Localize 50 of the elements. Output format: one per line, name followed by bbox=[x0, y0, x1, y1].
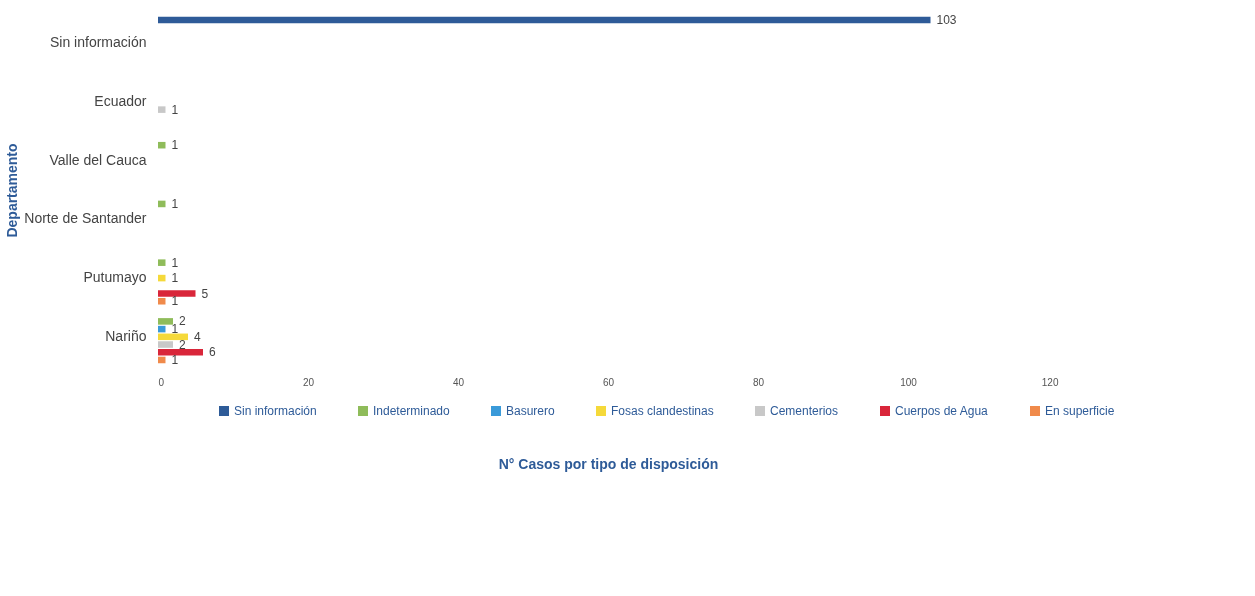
bar bbox=[158, 318, 173, 325]
bar bbox=[158, 333, 188, 341]
data-label: 1 bbox=[171, 271, 179, 286]
bar bbox=[158, 200, 166, 208]
bar bbox=[158, 325, 166, 333]
x-tick-label: 80 bbox=[752, 376, 765, 388]
data-label: 1 bbox=[171, 255, 179, 270]
legend-label: Fosas clandestinas bbox=[611, 404, 714, 418]
x-tick-label: 60 bbox=[602, 376, 615, 388]
x-axis-title: N° Casos por tipo de disposición bbox=[498, 455, 719, 472]
y-tick-label: Putumayo bbox=[83, 269, 147, 286]
legend-label: Cementerios bbox=[770, 404, 839, 418]
data-label: 1 bbox=[171, 138, 179, 153]
y-tick-label: Norte de Santander bbox=[24, 210, 147, 227]
data-label: 1 bbox=[171, 322, 179, 337]
data-label: 2 bbox=[179, 314, 186, 329]
bar bbox=[158, 348, 203, 356]
bar bbox=[158, 141, 166, 149]
x-tick-label: 40 bbox=[452, 376, 465, 388]
x-tick-label: 120 bbox=[1041, 376, 1059, 388]
data-label: 1 bbox=[171, 294, 179, 309]
bar bbox=[158, 356, 166, 364]
x-tick-label: 0 bbox=[158, 376, 165, 388]
data-label: 1 bbox=[171, 352, 179, 367]
y-tick-label: Sin información bbox=[50, 34, 147, 51]
y-axis-title: Departamento bbox=[4, 143, 21, 238]
data-label: 103 bbox=[936, 13, 957, 28]
y-tick-label: Nariño bbox=[105, 327, 147, 344]
data-label: 4 bbox=[194, 329, 201, 344]
legend-label: Basurero bbox=[506, 404, 556, 418]
bar bbox=[158, 297, 166, 305]
data-label: 5 bbox=[201, 286, 209, 301]
bar bbox=[158, 274, 166, 282]
data-label: 1 bbox=[171, 196, 179, 211]
bar bbox=[158, 290, 196, 297]
data-label: 2 bbox=[179, 337, 186, 352]
y-tick-label: Ecuador bbox=[94, 92, 147, 109]
data-label: 6 bbox=[209, 345, 216, 360]
data-label: 1 bbox=[171, 102, 179, 117]
x-tick-label: 20 bbox=[302, 376, 315, 388]
bar bbox=[158, 259, 166, 266]
x-tick-label: 100 bbox=[900, 376, 918, 388]
legend-label: Indeterminado bbox=[373, 404, 451, 418]
y-tick-label: Valle del Cauca bbox=[49, 151, 147, 168]
legend-label: Cuerpos de Agua bbox=[895, 404, 989, 418]
legend-label: En superficie bbox=[1045, 404, 1115, 418]
bar bbox=[158, 106, 166, 113]
bar bbox=[158, 16, 931, 24]
legend-label: Sin información bbox=[234, 404, 317, 418]
bar bbox=[158, 341, 173, 348]
